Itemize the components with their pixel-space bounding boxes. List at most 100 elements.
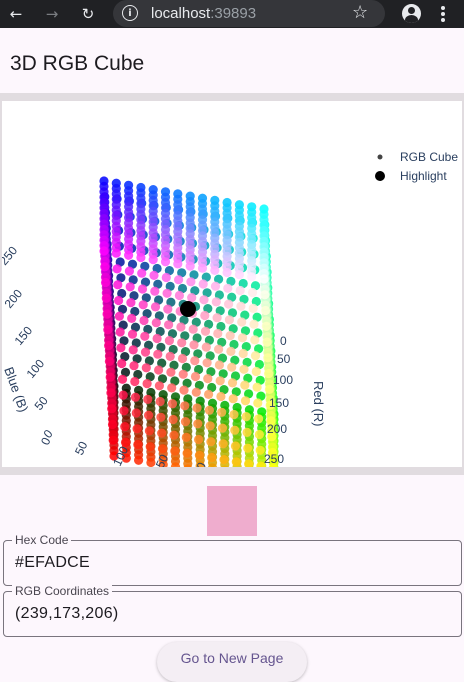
cube-point	[106, 388, 116, 398]
cube-point	[182, 378, 192, 388]
cube-point	[154, 295, 164, 305]
cube-point	[144, 340, 154, 350]
cube-point	[217, 353, 228, 363]
cube-point	[267, 432, 277, 442]
rgb-coordinates-field[interactable]: RGB Coordinates (239,173,206)	[3, 584, 462, 637]
cube-point	[154, 365, 164, 375]
cube-point	[167, 383, 177, 393]
cube-point	[155, 396, 165, 407]
cube-point	[213, 328, 223, 339]
cube-point	[254, 344, 264, 354]
cube-point	[170, 446, 180, 456]
rgb-coordinates-value[interactable]: (239,173,206)	[15, 605, 119, 622]
cube-point	[166, 367, 176, 377]
cube-point	[210, 265, 220, 275]
cube-point	[177, 338, 187, 348]
cube-point	[157, 444, 168, 454]
address-bar[interactable]: i localhost:39893 ☆	[113, 0, 385, 27]
cube-point	[181, 432, 191, 442]
cube-point	[227, 308, 238, 318]
cube-point	[200, 310, 210, 321]
cube-point	[230, 371, 241, 381]
cube-point	[253, 398, 263, 408]
highlight-point[interactable]	[180, 301, 196, 317]
cube-point	[267, 447, 278, 458]
cube-point	[114, 295, 124, 306]
cube-point	[154, 381, 164, 391]
legend-label[interactable]: RGB Cube	[400, 150, 458, 164]
cube-point	[197, 263, 208, 273]
green-axis-tick: 200	[188, 460, 209, 467]
cube-point	[225, 331, 235, 341]
cube-point	[237, 317, 247, 327]
cube-point	[240, 380, 250, 390]
cube-point	[145, 372, 155, 382]
cube-point	[248, 303, 258, 313]
reload-icon[interactable]: ↻	[81, 5, 95, 23]
cube-point	[214, 344, 224, 354]
profile-icon[interactable]	[402, 4, 421, 23]
cube-point	[136, 252, 146, 263]
menu-icon[interactable]	[440, 4, 446, 24]
go-to-new-page-button[interactable]: Go to New Page	[157, 642, 307, 682]
cube-point	[129, 361, 139, 371]
star-icon[interactable]: ☆	[352, 2, 369, 23]
legend-label[interactable]: Highlight	[400, 169, 447, 183]
cube-point	[264, 369, 274, 379]
cube-point	[179, 385, 189, 395]
forward-arrow-icon[interactable]: →	[45, 5, 59, 23]
cube-point	[102, 309, 112, 319]
cube-point	[144, 426, 154, 436]
cube-point	[204, 335, 214, 345]
cube-point	[190, 371, 201, 382]
cube-point	[229, 339, 239, 350]
cube-point	[192, 333, 202, 343]
cube-point	[234, 270, 244, 280]
cube-point	[244, 389, 254, 399]
cube-point	[231, 457, 241, 467]
cube-point	[115, 257, 125, 267]
cube-point	[201, 272, 211, 282]
cube-point	[231, 387, 241, 397]
legend-marker[interactable]	[377, 154, 383, 160]
red-axis-tick: 150	[269, 396, 289, 410]
rgb-cube-plot[interactable]: 0 50 100 150 200 250 Red (R) 250 200 150 100 50 0 Blu…	[2, 101, 462, 467]
cube-point	[113, 280, 123, 290]
cube-point	[127, 313, 137, 323]
info-icon[interactable]: i	[122, 5, 138, 21]
cube-point	[141, 293, 151, 303]
back-arrow-icon[interactable]: ←	[9, 5, 23, 23]
cube-point	[240, 326, 251, 336]
cube-point	[114, 311, 124, 321]
cube-point	[266, 416, 276, 426]
cube-point	[242, 357, 252, 367]
cube-point	[101, 293, 111, 303]
cube-point	[239, 294, 249, 304]
green-axis-tick: 100	[110, 444, 131, 467]
cube-point	[174, 290, 184, 301]
cube-point	[152, 333, 162, 344]
cube-point	[117, 358, 127, 369]
legend-marker[interactable]	[375, 171, 385, 181]
cube-point	[121, 453, 131, 463]
cube-point	[145, 442, 155, 452]
cube-point	[238, 278, 248, 289]
cube-point	[133, 439, 143, 450]
rgb-coordinates-label: RGB Coordinates	[12, 584, 113, 598]
hex-code-value[interactable]: #EFADCE	[15, 554, 91, 571]
cube-point	[104, 341, 114, 351]
cube-point	[194, 450, 204, 460]
cube-point	[125, 282, 135, 292]
cube-point	[181, 362, 191, 372]
cube-point	[164, 336, 174, 346]
cube-point	[180, 401, 190, 411]
green-axis-tick: 50	[72, 439, 90, 457]
cube-point	[194, 364, 204, 375]
hex-code-field[interactable]: Hex Code #EFADCE	[3, 533, 462, 586]
cube-point	[191, 387, 201, 397]
cube-point	[100, 277, 111, 288]
hex-code-label: Hex Code	[12, 533, 72, 547]
cube-point	[214, 290, 224, 300]
cube-point	[151, 318, 161, 328]
